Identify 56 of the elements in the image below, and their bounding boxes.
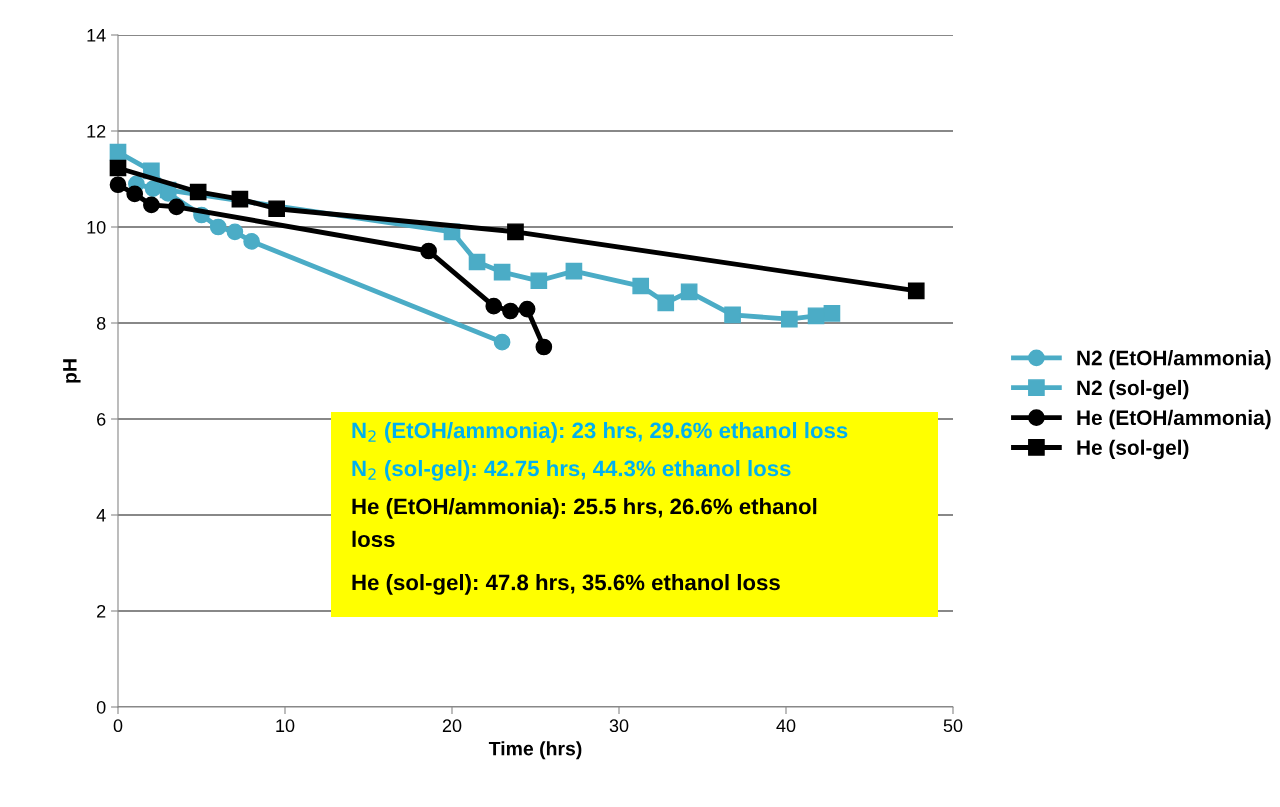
point [493,263,511,281]
x-tick-label: 30 [609,719,629,733]
point [680,283,698,301]
point [268,200,285,218]
y-tick-label: 0 [96,700,106,714]
point [781,310,798,328]
point [143,196,160,214]
point [109,159,127,177]
point [632,277,650,295]
y-tick-label: 4 [96,509,106,522]
point [243,233,260,250]
point [126,185,144,203]
x-tick-label: 10 [276,719,295,733]
legend-label: He (sol-gel) [1077,439,1189,460]
point [502,302,519,320]
point [189,183,207,201]
annotation: N$_{2}$ (EtOH/ammonia): 23 hrs, 29.6% ethanol loss [352,422,848,443]
point [535,338,553,356]
point [144,180,162,197]
point [109,143,127,161]
point [168,198,185,216]
point [530,272,548,290]
legend-label: N2 (sol-gel) [1077,379,1189,400]
legend-label: N2 (EtOH/ammonia) [1077,350,1271,370]
x-tick-label: 20 [442,719,462,733]
point [209,218,227,236]
point [657,294,675,312]
y-axis-title: pH [63,359,81,383]
point [231,190,249,208]
point [493,333,511,351]
point [109,176,127,194]
point [823,305,841,322]
point [807,307,825,325]
annotation: He (sol-gel): 47.8 hrs, 35.6% ethanol loss [352,574,780,595]
annotation: N$_{2}$ (sol-gel): 42.75 hrs, 44.3% ethanol loss [352,460,791,481]
point [420,242,437,260]
point [468,253,486,271]
point [485,297,503,315]
point [724,306,741,324]
point [507,223,524,241]
y-tick-label: 2 [97,604,106,618]
point [565,262,583,280]
y-tick-label: 6 [97,412,106,426]
annotation: He (EtOH/ammonia): 25.5 hrs, 26.6% ethanol loss [352,498,817,548]
x-tick-label: 0 [113,719,123,733]
legend-label: He (EtOH/ammonia) [1077,409,1271,430]
x-tick-label: 50 [943,719,963,733]
y-tick-label: 8 [96,316,106,330]
y-tick-label: 10 [87,220,106,234]
x-axis-title: Time (hrs) [488,741,582,760]
y-tick-label: 12 [87,124,106,138]
point [907,282,925,300]
x-tick-label: 40 [776,719,796,733]
y-tick-label: 14 [87,29,106,42]
point [518,300,536,318]
point [226,223,244,241]
